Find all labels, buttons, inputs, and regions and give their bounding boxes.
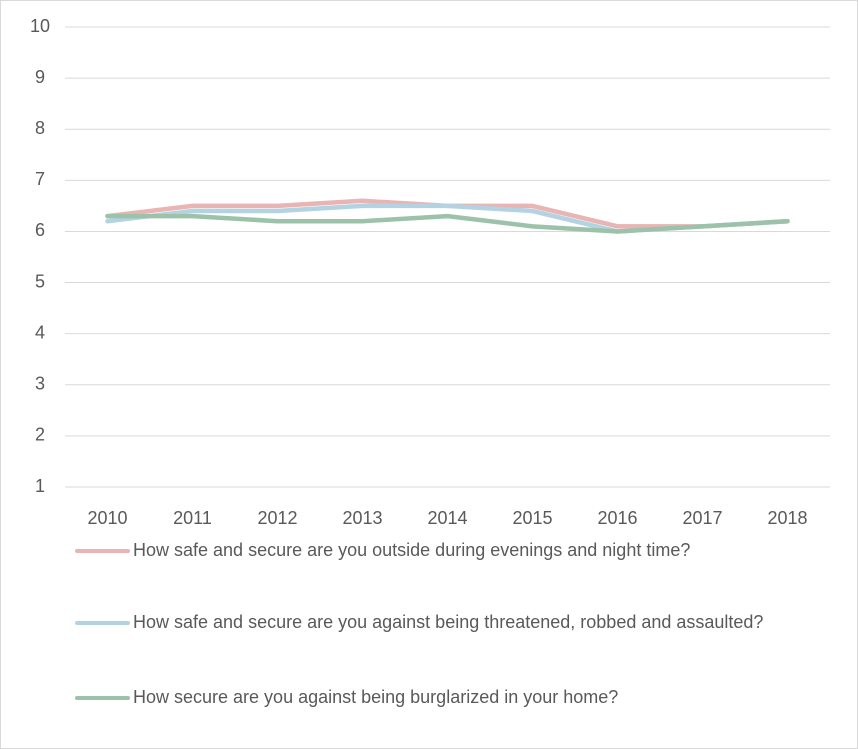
x-tick-label: 2013 <box>342 508 382 528</box>
y-tick-label: 5 <box>35 271 45 291</box>
x-tick-label: 2016 <box>597 508 637 528</box>
legend-swatch <box>75 548 130 553</box>
x-tick-label: 2015 <box>512 508 552 528</box>
legend-swatch <box>75 620 130 625</box>
x-tick-label: 2014 <box>427 508 467 528</box>
y-tick-label: 8 <box>35 118 45 138</box>
y-tick-label: 1 <box>35 476 45 496</box>
y-tick-label: 4 <box>35 322 45 342</box>
legend-entry: How secure are you against being burglar… <box>75 681 813 714</box>
legend-label: How safe and secure are you outside duri… <box>133 540 691 560</box>
y-tick-label: 9 <box>35 67 45 87</box>
y-tick-label: 3 <box>35 374 45 394</box>
legend-entry: How safe and secure are you against bein… <box>75 606 813 639</box>
y-tick-label: 10 <box>30 16 50 36</box>
y-tick-label: 6 <box>35 220 45 240</box>
x-tick-label: 2012 <box>257 508 297 528</box>
legend-entry: How safe and secure are you outside duri… <box>75 534 813 567</box>
x-tick-label: 2017 <box>682 508 722 528</box>
y-tick-label: 2 <box>35 425 45 445</box>
legend-label: How secure are you against being burglar… <box>133 687 619 707</box>
x-tick-label: 2011 <box>173 508 212 528</box>
y-tick-label: 7 <box>35 169 45 189</box>
legend-swatch <box>75 695 130 700</box>
x-tick-label: 2018 <box>767 508 807 528</box>
x-tick-label: 2010 <box>87 508 127 528</box>
legend-label: How safe and secure are you against bein… <box>133 612 764 632</box>
series-line <box>105 213 790 234</box>
